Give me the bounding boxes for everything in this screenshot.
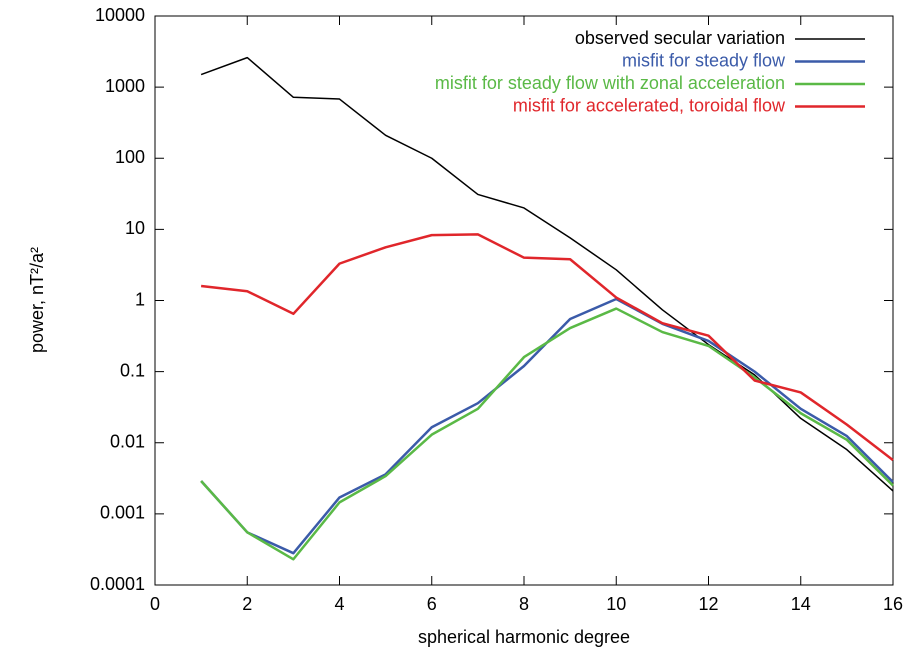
legend-label: misfit for steady flow — [622, 50, 786, 70]
x-tick-label: 6 — [427, 594, 437, 614]
x-tick-label: 8 — [519, 594, 529, 614]
x-tick-label: 12 — [698, 594, 718, 614]
legend-label: observed secular variation — [575, 28, 785, 48]
x-tick-label: 0 — [150, 594, 160, 614]
x-axis-label: spherical harmonic degree — [418, 627, 630, 647]
x-tick-label: 4 — [334, 594, 344, 614]
legend-label: misfit for accelerated, toroidal flow — [513, 95, 786, 115]
x-tick-label: 2 — [242, 594, 252, 614]
y-tick-label: 1000 — [105, 76, 145, 96]
y-axis-label: power, nT²/a² — [27, 247, 47, 353]
series-line — [200, 56, 894, 492]
series-line — [200, 307, 894, 561]
y-tick-label: 0.1 — [120, 360, 145, 380]
y-tick-label: 10 — [125, 218, 145, 238]
y-tick-label: 0.001 — [100, 503, 145, 523]
x-tick-label: 14 — [791, 594, 811, 614]
y-tick-label: 1 — [135, 289, 145, 309]
x-tick-label: 10 — [606, 594, 626, 614]
y-tick-label: 10000 — [95, 5, 145, 25]
x-tick-label: 16 — [883, 594, 903, 614]
legend-label: misfit for steady flow with zonal accele… — [435, 73, 785, 93]
y-tick-label: 100 — [115, 147, 145, 167]
series-line — [200, 233, 894, 462]
y-tick-label: 0.0001 — [90, 574, 145, 594]
y-tick-label: 0.01 — [110, 432, 145, 452]
series-line — [200, 297, 894, 555]
